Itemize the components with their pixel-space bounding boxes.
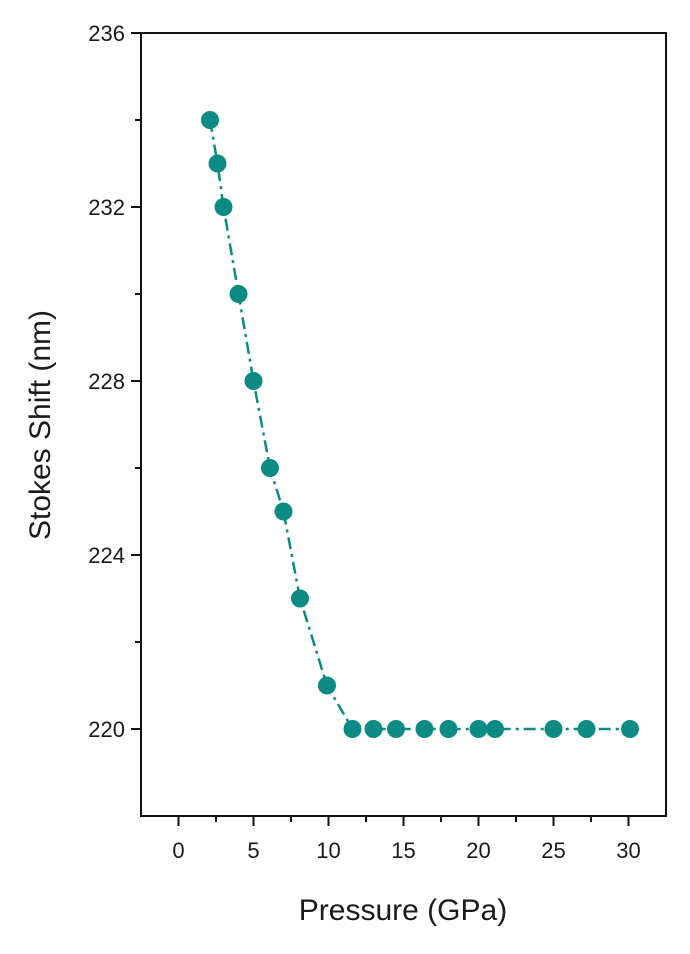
data-point bbox=[486, 720, 504, 738]
y-tick-label: 228 bbox=[88, 369, 125, 394]
data-point bbox=[415, 720, 434, 738]
data-point bbox=[469, 720, 488, 738]
y-tick-label: 232 bbox=[88, 195, 125, 220]
data-point bbox=[577, 720, 596, 738]
x-tick-label: 0 bbox=[172, 838, 184, 863]
x-tick-label: 10 bbox=[316, 838, 340, 863]
data-point bbox=[364, 720, 383, 738]
x-tick-label: 25 bbox=[541, 838, 565, 863]
minor-ticks bbox=[135, 119, 592, 822]
x-tick-label: 30 bbox=[616, 838, 640, 863]
data-point bbox=[229, 285, 248, 303]
data-points bbox=[201, 111, 639, 738]
data-point bbox=[214, 198, 233, 216]
data-point bbox=[208, 154, 227, 173]
data-point bbox=[244, 372, 263, 390]
x-tick-label: 5 bbox=[247, 838, 259, 863]
y-tick-label: 236 bbox=[88, 21, 125, 46]
series-line bbox=[208, 119, 630, 731]
y-tick-label: 220 bbox=[88, 717, 125, 742]
x-axis-title: Pressure (GPa) bbox=[299, 894, 507, 927]
data-point bbox=[439, 720, 458, 738]
data-point bbox=[544, 720, 563, 738]
y-tick-label: 224 bbox=[88, 543, 125, 568]
x-tick-label: 20 bbox=[466, 838, 490, 863]
data-point bbox=[274, 502, 293, 521]
axis-ticks: 0 5 10 15 20 25 30 220 224 228 232 236 bbox=[88, 21, 640, 863]
plot-frame bbox=[140, 32, 667, 817]
data-point bbox=[291, 589, 309, 608]
x-tick-label: 15 bbox=[391, 838, 415, 863]
data-point bbox=[201, 111, 219, 129]
series-line-layer bbox=[208, 119, 630, 731]
data-point bbox=[261, 459, 279, 477]
data-point bbox=[387, 720, 405, 738]
data-point bbox=[318, 676, 336, 695]
y-axis-title: Stokes Shift (nm) bbox=[24, 310, 57, 540]
data-point bbox=[621, 720, 639, 738]
data-point bbox=[343, 720, 362, 738]
